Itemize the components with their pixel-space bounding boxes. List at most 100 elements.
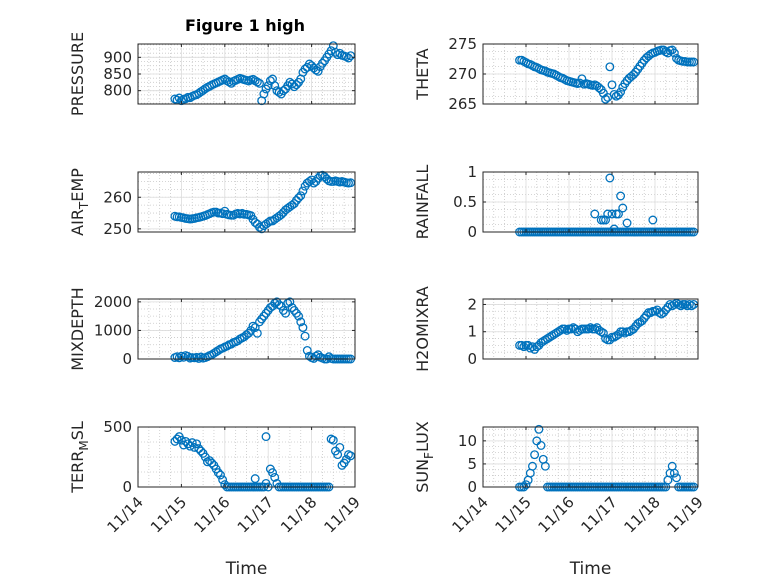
data-point	[519, 342, 529, 352]
y-tick-label: 1	[467, 323, 477, 341]
data-point	[603, 209, 613, 219]
data-point	[287, 79, 297, 89]
y-tick-label: 1000	[94, 321, 132, 339]
y-tick-label: 275	[448, 35, 477, 53]
data-point	[291, 80, 301, 90]
x-tick-label: 11/19	[321, 493, 364, 536]
data-point	[659, 308, 669, 318]
y-tick-label: 265	[448, 95, 477, 113]
data-point	[298, 186, 308, 196]
data-point	[270, 472, 280, 482]
data-point	[192, 439, 202, 449]
x-tick-label: 11/16	[535, 493, 578, 536]
data-point	[629, 70, 638, 80]
data-point	[676, 301, 686, 311]
data-point	[523, 340, 533, 350]
y-tick-label: 500	[103, 418, 132, 436]
data-point	[575, 78, 585, 88]
data-point	[536, 441, 546, 450]
data-point	[250, 474, 260, 484]
data-point	[274, 300, 284, 310]
y-tick-label: 800	[103, 82, 132, 100]
axes-box	[137, 171, 356, 233]
y-tick-label: 850	[103, 65, 132, 83]
data-point	[521, 480, 531, 490]
data-point	[607, 80, 617, 90]
data-point	[281, 308, 291, 318]
data-point	[187, 438, 197, 448]
x-axis-label: Time	[569, 559, 612, 579]
data-point	[252, 328, 262, 338]
data-point	[304, 177, 314, 186]
y-tick-label: 270	[448, 65, 477, 83]
y-axis-label: MIXDEPTH	[68, 287, 87, 370]
data-point	[248, 74, 258, 84]
y-tick-label: 0.5	[453, 193, 477, 211]
figure-title: Figure 1 high	[185, 16, 305, 35]
y-axis-label-sub: T	[77, 201, 91, 210]
data-point	[302, 345, 312, 355]
data-point	[346, 51, 356, 61]
data-point	[298, 323, 308, 333]
data-point	[616, 191, 626, 201]
data-point	[601, 334, 610, 343]
subplot-6: 0 1 2 H2OMIXRA	[413, 286, 699, 372]
data-point	[648, 215, 658, 225]
data-point	[263, 81, 273, 91]
data-point	[669, 468, 679, 478]
y-tick-label: 0	[122, 350, 132, 368]
data-point	[205, 456, 215, 466]
data-point	[669, 48, 679, 58]
data-point	[294, 193, 304, 203]
data-point	[528, 342, 537, 352]
axes-box	[482, 298, 699, 360]
y-axis-label: PRESSURE	[68, 32, 87, 116]
data-point	[313, 66, 323, 76]
data-point	[665, 300, 675, 309]
data-point	[318, 58, 327, 68]
y-tick-label: 5	[467, 455, 477, 473]
y-axis-label-part: LUX	[413, 421, 432, 452]
y-axis-label-sub: M	[77, 440, 91, 450]
x-tick-label: 11/15	[492, 493, 535, 536]
data-point	[594, 83, 604, 93]
data-point	[328, 435, 338, 445]
data-point	[183, 351, 193, 361]
subplot-3: 250 260 AIRTEMP	[68, 168, 356, 238]
data-point	[337, 460, 347, 470]
data-point	[207, 458, 217, 468]
data-point	[265, 76, 275, 86]
data-point	[270, 81, 280, 91]
data-point	[618, 327, 628, 337]
data-point	[300, 331, 310, 341]
y-axis-label-part: SL	[68, 421, 87, 440]
data-point	[596, 327, 606, 337]
data-point	[170, 436, 180, 446]
subplot-5: 0 1000 2000 MIXDEPTH	[68, 287, 356, 371]
x-axis-label: Time	[225, 559, 268, 579]
data-point	[248, 321, 258, 331]
data-point	[661, 305, 671, 315]
data-point	[682, 301, 692, 311]
x-tick-label: 11/17	[234, 493, 277, 536]
y-tick-label: 900	[103, 48, 132, 66]
x-tick-label: 11/19	[664, 493, 707, 536]
y-axis-label: SUNFLUX	[413, 421, 436, 493]
data-point	[674, 300, 684, 309]
data-point	[296, 191, 306, 201]
data-point	[614, 209, 623, 219]
data-point	[598, 328, 608, 338]
y-axis-label: TERRMSL	[68, 421, 91, 494]
data-point	[252, 77, 262, 87]
data-point	[179, 352, 189, 362]
data-point	[200, 84, 210, 94]
data-point	[672, 473, 681, 483]
y-axis-label: H2OMIXRA	[413, 286, 432, 372]
x-tick-label: 11/17	[578, 493, 621, 536]
data-point	[335, 442, 345, 452]
data-point	[304, 351, 314, 361]
y-tick-label: 2000	[94, 293, 132, 311]
data-point	[176, 435, 186, 445]
x-tick-label: 11/16	[190, 493, 233, 536]
y-tick-label: 2	[467, 295, 477, 313]
